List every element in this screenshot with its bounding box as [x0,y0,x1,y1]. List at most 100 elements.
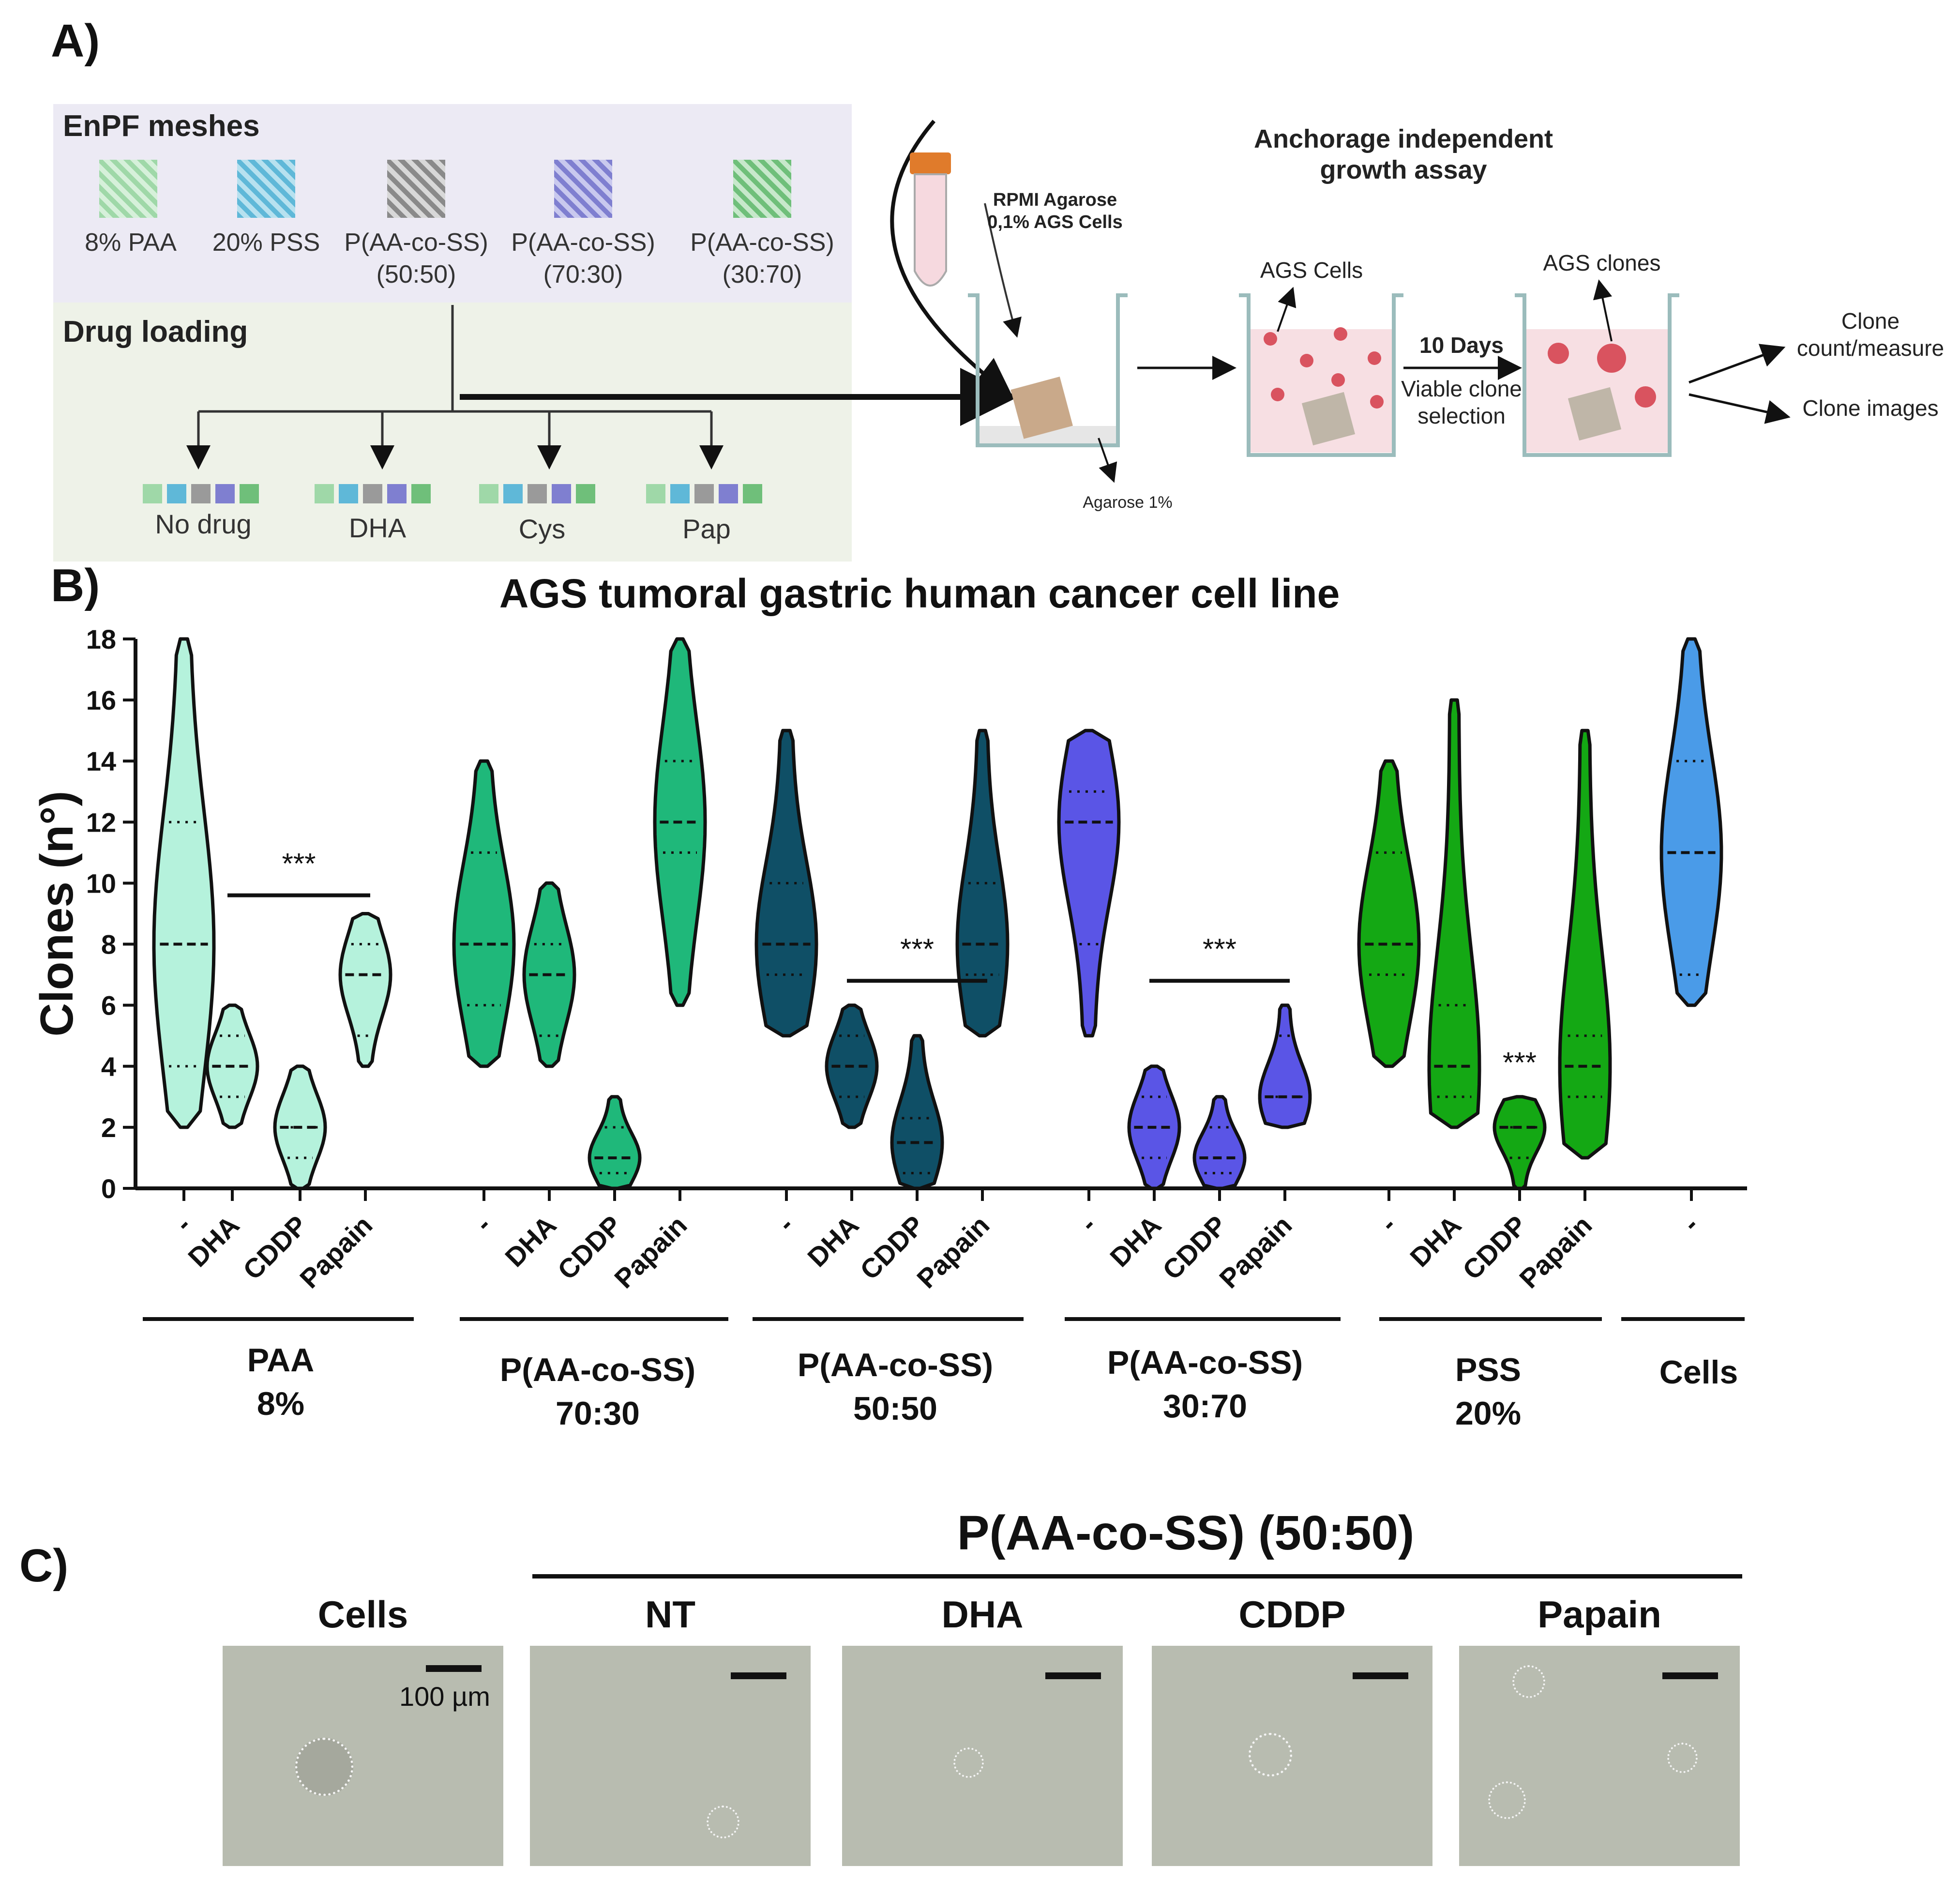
y-tick-label: 0 [101,1173,116,1204]
clone-blob [1512,1665,1545,1698]
x-tick-label: Papain [1213,1210,1297,1294]
chart-title: AGS tumoral gastric human cancer cell li… [499,571,1340,616]
y-tick-label: 4 [101,1051,116,1082]
violin [1258,1003,1312,1129]
scale-bar [1353,1672,1408,1679]
x-tick-label: - [1074,1210,1102,1238]
micro-label-dha: DHA [941,1593,1024,1636]
mesh-box [53,104,852,303]
y-tick-label: 12 [86,807,116,837]
micro-label-cells: Cells [317,1593,408,1636]
x-tick-label: - [771,1210,799,1238]
micrograph-cddp [1152,1646,1432,1866]
output-images-label: Clone images [1802,395,1939,421]
mesh-label: 20% PSS [212,228,320,257]
violin [1493,1095,1547,1190]
violin [1659,637,1723,1007]
micro-label-nt: NT [645,1593,695,1636]
y-tick-label: 18 [86,624,116,654]
violin [588,1095,642,1190]
significance-mark: *** [282,848,316,880]
violin [452,759,516,1068]
panel-a-diagram [143,120,1791,503]
clone-blob [1667,1743,1698,1773]
mesh-pss-swatch [237,160,295,218]
clone-blob [295,1738,353,1796]
violin [1558,729,1612,1160]
violin [955,729,1010,1038]
scale-bar [426,1665,482,1672]
drug-label-dha: DHA [348,513,407,543]
micro-label-papain: Papain [1538,1593,1661,1636]
cells-label: AGS Cells [1260,258,1363,283]
drug-label-pap: Pap [682,514,731,544]
micrograph-dha [842,1646,1123,1866]
micrograph-papain [1459,1646,1740,1866]
clones-label: AGS clones [1543,250,1661,275]
x-tick-label: - [1676,1210,1704,1238]
significance-mark: *** [1203,933,1236,965]
violin [1427,698,1481,1129]
output-count-label: Clone count/measure [1796,308,1945,361]
scale-label: 100 µm [399,1681,490,1712]
x-tick-label: - [469,1210,497,1238]
micrograph-nt [530,1646,811,1866]
y-axis-label: Clones (n°) [31,791,83,1037]
assay-title: Anchorage independent growth assay [1253,124,1553,184]
clone-blob [707,1806,739,1838]
group-label-5050: P(AA-co-SS) 50:50 [797,1347,994,1427]
panel-b-label: B) [51,560,100,611]
mesh-label: P(AA-co-SS) (70:30) [511,228,655,288]
group-label-cells: Cells [1659,1354,1738,1391]
panel-c-group-line [532,1574,1742,1578]
drug-loading-header: Drug loading [63,315,248,349]
mesh-header: EnPF meshes [63,109,260,143]
x-tick-label: DHA [182,1210,245,1273]
drug-label-cys: Cys [518,514,566,544]
violin [1357,759,1421,1068]
clone-blob [1488,1781,1526,1819]
clone-blob [1249,1733,1292,1776]
micro-label-cddp: CDDP [1238,1593,1346,1636]
agarose-label: Agarose 1% [1083,493,1173,512]
mesh-label: 8% PAA [85,228,177,257]
group-label-pss: PSS 20% [1455,1351,1522,1432]
y-tick-label: 14 [86,746,116,776]
x-tick-label: Papain [608,1210,693,1294]
violin [1192,1095,1247,1190]
significance-mark: *** [900,933,934,965]
y-tick-label: 6 [101,990,116,1021]
panel-c-label: C) [19,1540,69,1592]
clone-blob [953,1747,984,1778]
y-tick-label: 10 [86,868,116,898]
mesh-7030-swatch [554,160,612,218]
x-tick-label: Papain [911,1210,995,1294]
mesh-label: P(AA-co-SS) (50:50) [344,228,488,288]
mesh-3070-swatch [733,160,791,218]
drug-mesh-row [143,484,762,503]
y-tick-label: 2 [101,1112,116,1143]
tube-text: RPMI Agarose 0,1% AGS Cells [987,190,1123,232]
x-tick-label: Papain [1513,1210,1598,1294]
selection-label: Viable clone selection [1401,376,1522,428]
x-tick-label: - [169,1210,197,1238]
group-label-7030: P(AA-co-SS) 70:30 [499,1351,696,1432]
x-tick-label: - [1374,1210,1402,1238]
mesh-paa-swatch [99,160,157,218]
mesh-label: P(AA-co-SS) (30:70) [690,228,834,288]
violin [890,1034,944,1190]
significance-mark: *** [1503,1046,1537,1078]
scale-bar [731,1672,786,1679]
group-label-3070: P(AA-co-SS) 30:70 [1107,1344,1303,1425]
drug-label-none: No drug [155,509,252,539]
violin [1057,729,1121,1038]
violin [152,637,216,1129]
x-tick-label: Papain [294,1210,378,1294]
y-tick-label: 8 [101,929,116,960]
violin-chart: AGS tumoral gastric human cancer cell li… [31,571,1747,1321]
violin [338,912,392,1068]
scale-bar [1662,1672,1718,1679]
micrograph-cells: 100 µm [223,1646,503,1866]
mesh-5050-swatch [387,160,445,218]
panel-a-label: A) [51,15,100,67]
